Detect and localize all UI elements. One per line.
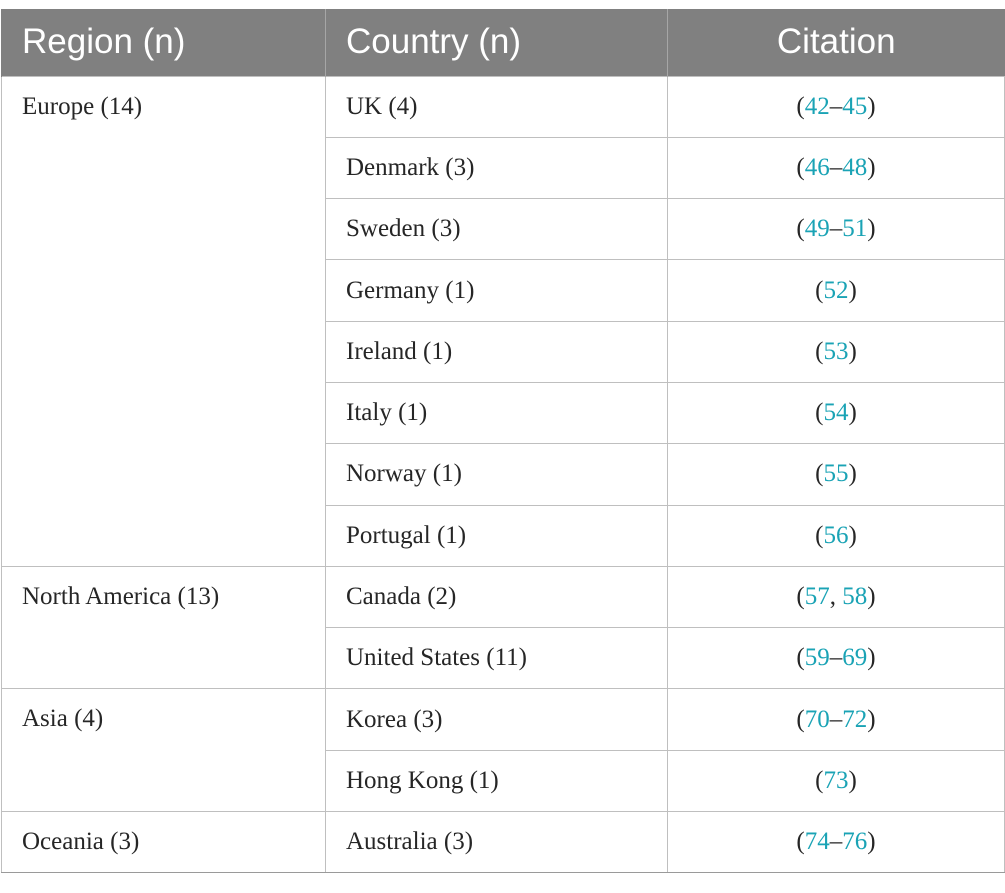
region-cell: Oceania (3)	[1, 811, 326, 874]
citation-link[interactable]: 59	[804, 644, 830, 672]
table-row: Denmark (3) (46–48)	[2, 136, 1005, 200]
citation-separator: –	[829, 828, 843, 856]
citation-link[interactable]: 52	[823, 276, 849, 304]
country-cell: UK (4)	[325, 75, 668, 138]
country-cell: Norway (1)	[325, 443, 668, 506]
citation-link[interactable]: 54	[823, 399, 849, 427]
citation-link[interactable]: 42	[804, 92, 830, 120]
header-region: Region (n)	[1, 9, 326, 76]
citation-link[interactable]: 56	[823, 521, 849, 549]
citation-cell: (59–69)	[667, 627, 1005, 690]
table-row: Oceania (3) Australia (3) (74–76)	[1, 811, 1005, 874]
country-cell: Korea (3)	[325, 688, 668, 751]
citation-link[interactable]: 49	[804, 215, 830, 243]
citation-table: Region (n) Country (n) Citation Europe (…	[1, 9, 1005, 874]
table-row: Asia (4) Korea (3) (70–72)	[1, 688, 1005, 813]
citation-separator: –	[829, 644, 843, 672]
table-row: Hong Kong (1) (73)	[2, 749, 1005, 813]
country-cell: Canada (2)	[325, 565, 668, 629]
citation-separator: –	[829, 92, 843, 120]
region-cell: Europe (14)	[1, 75, 326, 567]
citation-link[interactable]: 46	[804, 153, 830, 181]
country-cell: Germany (1)	[325, 259, 668, 322]
citation-cell: (70–72)	[667, 688, 1005, 751]
country-cell: Sweden (3)	[325, 198, 668, 261]
region-cell: North America (13)	[1, 565, 326, 690]
citation-separator: ,	[829, 583, 843, 611]
citation-cell: (42–45)	[667, 75, 1005, 138]
header-country: Country (n)	[325, 9, 668, 76]
citation-link[interactable]: 48	[842, 153, 868, 181]
citation-link[interactable]: 53	[823, 337, 849, 365]
header-row: Region (n) Country (n) Citation	[1, 9, 1005, 76]
citation-link[interactable]: 69	[842, 644, 868, 672]
citation-link[interactable]: 51	[842, 215, 868, 243]
country-cell: Denmark (3)	[325, 136, 668, 200]
citation-link[interactable]: 74	[804, 828, 830, 856]
citation-link[interactable]: 45	[842, 92, 868, 120]
country-cell: Portugal (1)	[325, 504, 668, 567]
country-cell: Hong Kong (1)	[325, 749, 668, 813]
table-row: Europe (14) UK (4) (42–45)	[1, 75, 1005, 567]
citation-link[interactable]: 55	[823, 460, 849, 488]
country-cell: United States (11)	[325, 627, 668, 690]
table-row: Portugal (1) (56)	[2, 504, 1005, 567]
citation-separator: –	[829, 215, 843, 243]
country-cell: Australia (3)	[325, 811, 668, 874]
table-row: United States (11) (59–69)	[2, 627, 1005, 690]
citation-cell: (49–51)	[667, 198, 1005, 261]
citation-link[interactable]: 72	[842, 705, 868, 733]
citation-cell: (73)	[667, 749, 1005, 813]
citation-cell: (53)	[667, 320, 1005, 383]
header-citation: Citation	[667, 9, 1005, 76]
citation-link[interactable]: 76	[842, 828, 868, 856]
table-row: Ireland (1) (53)	[2, 320, 1005, 383]
table-row: Italy (1) (54)	[2, 381, 1005, 445]
citation-link[interactable]: 57	[804, 583, 830, 611]
table-row: Norway (1) (55)	[2, 443, 1005, 506]
country-cell: Italy (1)	[325, 381, 668, 445]
citation-link[interactable]: 58	[842, 583, 868, 611]
citation-cell: (56)	[667, 504, 1005, 567]
citation-link[interactable]: 70	[804, 705, 830, 733]
citation-separator: –	[829, 705, 843, 733]
citation-separator: –	[829, 153, 843, 181]
citation-cell: (46–48)	[667, 136, 1005, 200]
region-cell: Asia (4)	[1, 688, 326, 813]
citation-cell: (74–76)	[667, 811, 1005, 874]
citation-link[interactable]: 73	[823, 766, 849, 794]
country-cell: Ireland (1)	[325, 320, 668, 383]
citation-cell: (54)	[667, 381, 1005, 445]
table-row: North America (13) Canada (2) (57, 58)	[1, 565, 1005, 690]
citation-cell: (57, 58)	[667, 565, 1005, 629]
citation-cell: (55)	[667, 443, 1005, 506]
table-row: Sweden (3) (49–51)	[2, 198, 1005, 261]
citation-cell: (52)	[667, 259, 1005, 322]
